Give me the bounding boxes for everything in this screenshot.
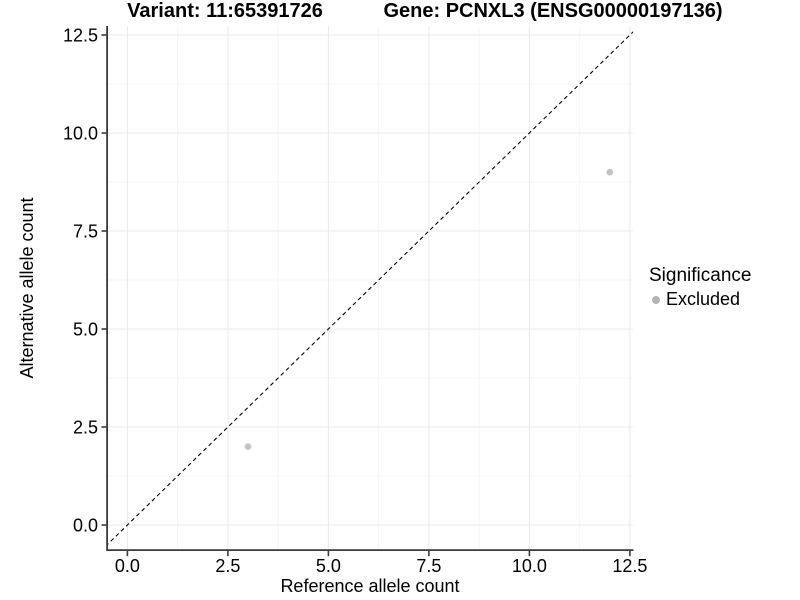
x-tick-label: 0.0 [115,556,140,576]
plot-title-gene: Gene: PCNXL3 (ENSG00000197136) [383,0,723,22]
legend-item-label: Excluded [666,289,741,309]
y-tick-label: 5.0 [73,320,98,340]
legend: Significance Excluded [649,265,751,310]
x-tick-label: 12.5 [612,556,647,576]
axis-lines [106,26,634,551]
y-tick-label: 10.0 [63,124,98,144]
x-tick-label: 10.0 [512,556,547,576]
legend-item-excluded: Excluded [649,289,751,310]
gridlines-major [108,26,633,550]
y-axis-title: Alternative allele count [17,197,37,378]
data-point [244,443,252,450]
gridlines-minor [108,26,633,550]
x-tick-label: 2.5 [215,556,240,576]
data-point [606,168,614,176]
tick-marks [101,34,631,557]
legend-point-icon [652,295,660,304]
data-points [244,168,614,450]
plot-title-variant: Variant: 11:65391726 [127,0,323,22]
identity-line [108,31,633,545]
y-tick-label: 12.5 [63,26,98,46]
y-tick-label: 7.5 [73,222,98,242]
tick-labels: 0.0 2.5 5.0 7.5 10.0 12.5 0.0 2.5 5.0 7.5 10.0 12.5 [63,26,647,577]
x-axis-title: Reference allele count [280,576,459,596]
y-tick-label: 0.0 [73,516,98,536]
x-tick-label: 5.0 [316,556,341,576]
x-tick-label: 7.5 [416,556,441,576]
legend-title: Significance [649,265,752,286]
y-tick-label: 2.5 [73,418,98,438]
